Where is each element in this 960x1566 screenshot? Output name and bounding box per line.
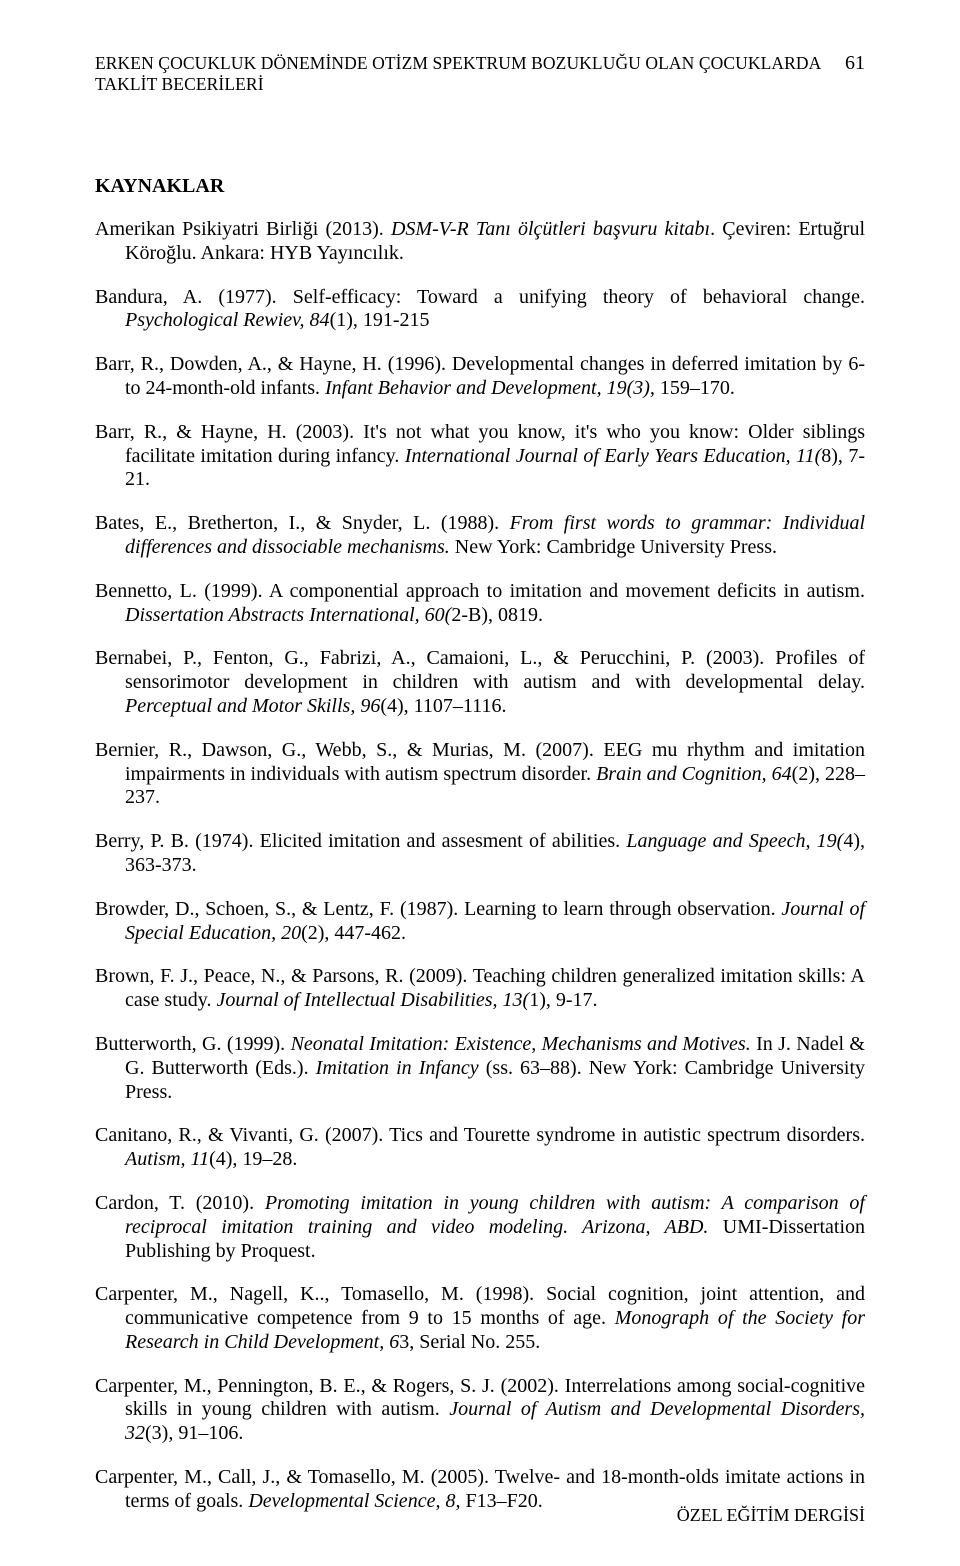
reference-item: Bernabei, P., Fenton, G., Fabrizi, A., C…: [95, 647, 865, 718]
section-heading: KAYNAKLAR: [95, 175, 865, 198]
reference-item: Amerikan Psikiyatri Birliği (2013). DSM-…: [95, 218, 865, 266]
reference-item: Browder, D., Schoen, S., & Lentz, F. (19…: [95, 898, 865, 946]
reference-item: Barr, R., & Hayne, H. (2003). It's not w…: [95, 421, 865, 492]
reference-item: Brown, F. J., Peace, N., & Parsons, R. (…: [95, 965, 865, 1013]
reference-item: Bennetto, L. (1999). A componential appr…: [95, 580, 865, 628]
footer-journal: ÖZEL EĞİTİM DERGİSİ: [677, 1505, 865, 1526]
reference-item: Bates, E., Bretherton, I., & Snyder, L. …: [95, 512, 865, 560]
reference-item: Carpenter, M., Pennington, B. E., & Roge…: [95, 1375, 865, 1446]
running-head: ERKEN ÇOCUKLUK DÖNEMİNDE OTİZM SPEKTRUM …: [95, 52, 865, 95]
reference-item: Cardon, T. (2010). Promoting imitation i…: [95, 1192, 865, 1263]
page-number: 61: [845, 52, 865, 75]
reference-item: Barr, R., Dowden, A., & Hayne, H. (1996)…: [95, 353, 865, 401]
reference-item: Bandura, A. (1977). Self-efficacy: Towar…: [95, 286, 865, 334]
reference-item: Canitano, R., & Vivanti, G. (2007). Tics…: [95, 1124, 865, 1172]
references-list: Amerikan Psikiyatri Birliği (2013). DSM-…: [95, 218, 865, 1514]
reference-item: Carpenter, M., Nagell, K.., Tomasello, M…: [95, 1283, 865, 1354]
running-title: ERKEN ÇOCUKLUK DÖNEMİNDE OTİZM SPEKTRUM …: [95, 53, 835, 95]
reference-item: Berry, P. B. (1974). Elicited imitation …: [95, 830, 865, 878]
page: ERKEN ÇOCUKLUK DÖNEMİNDE OTİZM SPEKTRUM …: [0, 0, 960, 1566]
reference-item: Bernier, R., Dawson, G., Webb, S., & Mur…: [95, 739, 865, 810]
reference-item: Butterworth, G. (1999). Neonatal Imitati…: [95, 1033, 865, 1104]
